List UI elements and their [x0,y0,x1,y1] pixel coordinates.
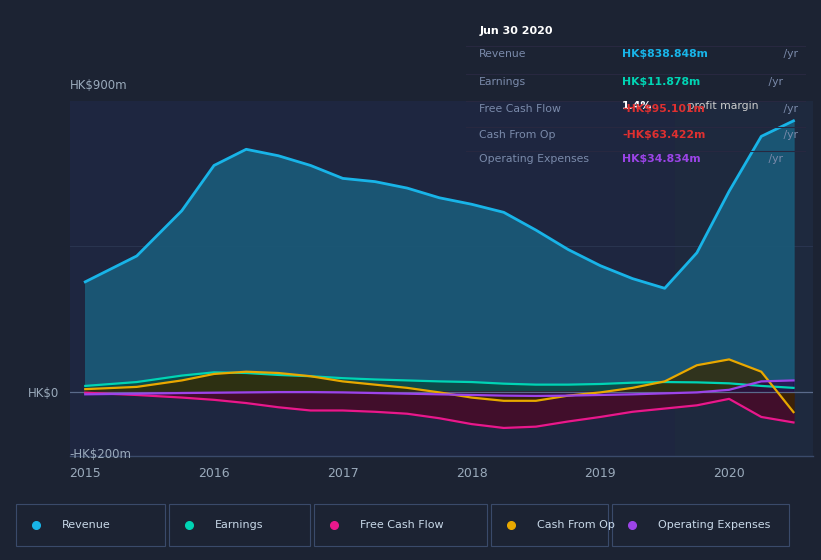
Text: /yr: /yr [765,77,783,87]
Text: Cash From Op: Cash From Op [537,520,615,530]
Text: Jun 30 2020: Jun 30 2020 [479,26,553,36]
Text: /yr: /yr [780,104,798,114]
FancyBboxPatch shape [16,505,165,545]
FancyBboxPatch shape [169,505,310,545]
Text: Free Cash Flow: Free Cash Flow [360,520,443,530]
Text: /yr: /yr [780,130,798,140]
FancyBboxPatch shape [491,505,608,545]
Text: Revenue: Revenue [62,520,111,530]
Text: HK$900m: HK$900m [70,80,127,92]
Text: Free Cash Flow: Free Cash Flow [479,104,561,114]
Text: /yr: /yr [765,155,783,164]
Text: HK$34.834m: HK$34.834m [622,155,701,164]
FancyBboxPatch shape [612,505,789,545]
Text: /yr: /yr [780,49,798,59]
Text: Cash From Op: Cash From Op [479,130,556,140]
Text: Operating Expenses: Operating Expenses [658,520,770,530]
Text: 1.4%: 1.4% [622,101,653,111]
Text: Earnings: Earnings [479,77,526,87]
Bar [675,101,821,456]
Text: Revenue: Revenue [479,49,526,59]
Text: -HK$200m: -HK$200m [70,448,132,461]
Text: HK$838.848m: HK$838.848m [622,49,708,59]
Text: -HK$95.101m: -HK$95.101m [622,104,705,114]
Text: HK$11.878m: HK$11.878m [622,77,700,87]
Text: -HK$63.422m: -HK$63.422m [622,130,705,140]
Text: Earnings: Earnings [215,520,264,530]
Text: profit margin: profit margin [684,101,758,111]
Text: Operating Expenses: Operating Expenses [479,155,589,164]
FancyBboxPatch shape [314,505,487,545]
